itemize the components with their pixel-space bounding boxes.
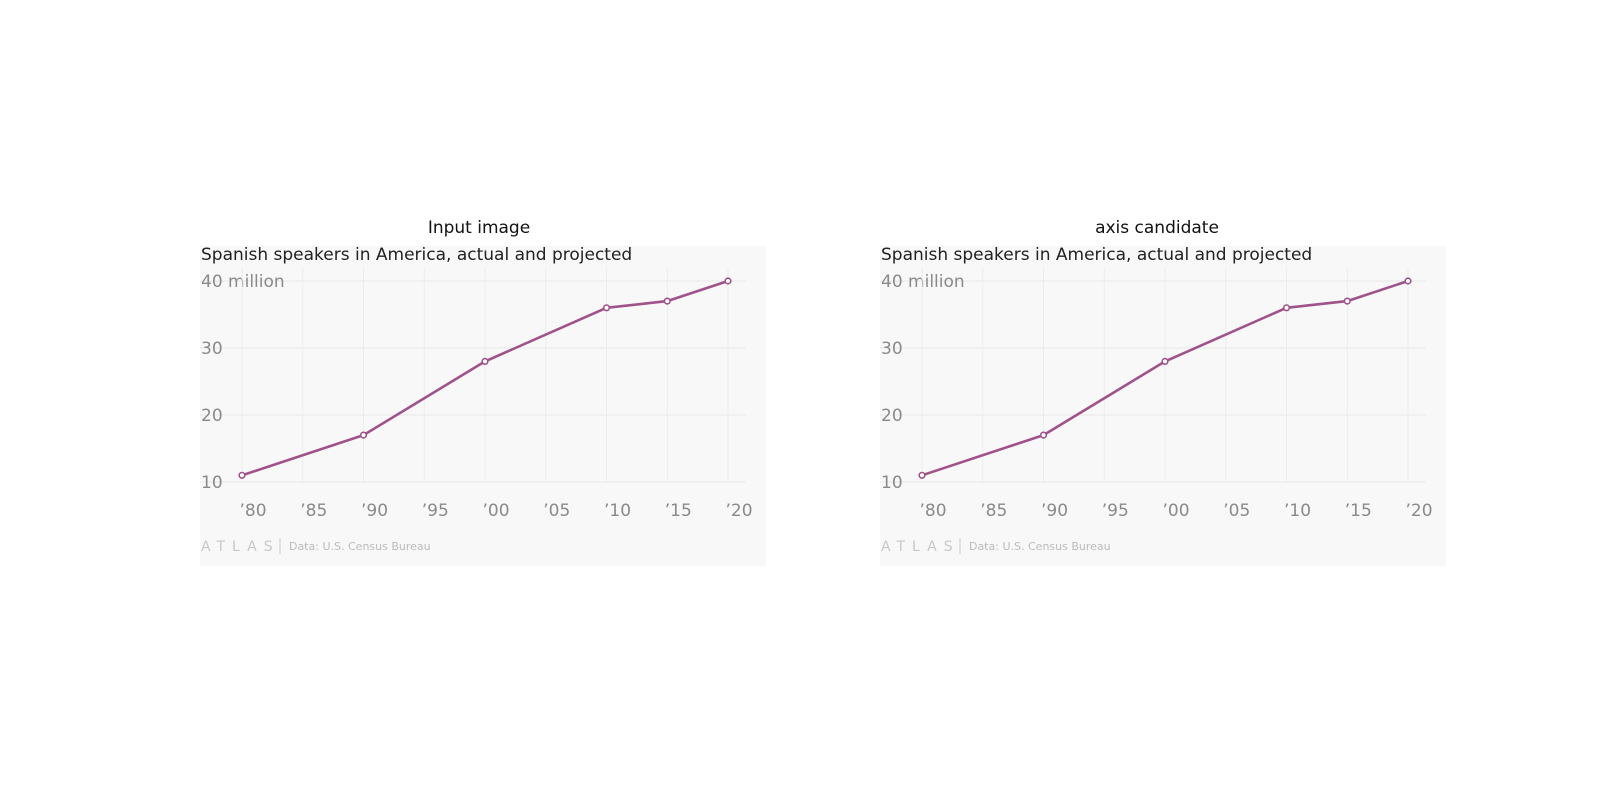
data-point bbox=[1404, 277, 1412, 285]
x-tick-label: ’00 bbox=[1162, 501, 1189, 521]
y-tick-label: 40 million bbox=[201, 272, 285, 292]
x-tick-label: ’90 bbox=[1041, 501, 1068, 521]
x-tick-label: ’80 bbox=[239, 501, 266, 521]
source-note: Data: U.S. Census Bureau bbox=[969, 540, 1111, 553]
x-tick-label: ’80 bbox=[919, 501, 946, 521]
data-point bbox=[602, 304, 611, 312]
data-point bbox=[1161, 357, 1169, 365]
x-tick-label: ’05 bbox=[1223, 501, 1250, 521]
source-note: Data: U.S. Census Bureau bbox=[289, 540, 431, 553]
atlas-logo: ATLAS bbox=[881, 539, 960, 555]
x-tick-label: ’00 bbox=[482, 501, 509, 521]
y-tick-label: 40 million bbox=[881, 272, 965, 292]
chart-card-axis-candidate: Spanish speakers in America, actual and … bbox=[880, 246, 1446, 566]
data-point bbox=[1039, 431, 1048, 439]
panel-title-input: Input image bbox=[427, 218, 531, 238]
y-tick-label: 10 bbox=[881, 473, 903, 493]
data-point bbox=[724, 277, 732, 285]
series-line bbox=[920, 279, 1410, 477]
data-point bbox=[359, 431, 368, 439]
line-chart-axis-candidate: Spanish speakers in America, actual and … bbox=[880, 246, 1433, 555]
atlas-logo: ATLAS bbox=[201, 539, 280, 555]
data-point bbox=[481, 357, 489, 365]
y-tick-label: 30 bbox=[881, 339, 903, 359]
x-tick-label: ’95 bbox=[422, 501, 449, 521]
data-point bbox=[1343, 297, 1351, 305]
chart-card-input: Spanish speakers in America, actual and … bbox=[200, 246, 766, 566]
y-tick-label: 20 bbox=[881, 406, 903, 426]
y-tick-label: 20 bbox=[201, 406, 223, 426]
x-tick-label: ’10 bbox=[1284, 501, 1311, 521]
x-tick-label: ’05 bbox=[543, 501, 570, 521]
x-tick-label: ’15 bbox=[1345, 501, 1372, 521]
x-tick-label: ’85 bbox=[300, 501, 327, 521]
x-tick-label: ’20 bbox=[725, 501, 752, 521]
line-chart-input: Spanish speakers in America, actual and … bbox=[200, 246, 753, 555]
chart-title: Spanish speakers in America, actual and … bbox=[881, 246, 1312, 265]
y-tick-label: 10 bbox=[201, 473, 223, 493]
data-point bbox=[663, 297, 671, 305]
series-line bbox=[240, 279, 730, 477]
data-point bbox=[918, 471, 926, 479]
x-tick-label: ’85 bbox=[980, 501, 1007, 521]
x-tick-label: ’20 bbox=[1405, 501, 1432, 521]
y-tick-label: 30 bbox=[201, 339, 223, 359]
panel-title-axis-candidate: axis candidate bbox=[1095, 218, 1219, 238]
chart-title: Spanish speakers in America, actual and … bbox=[201, 246, 632, 265]
data-point bbox=[1282, 304, 1291, 312]
data-point bbox=[238, 471, 246, 479]
x-tick-label: ’90 bbox=[361, 501, 388, 521]
x-tick-label: ’95 bbox=[1102, 501, 1129, 521]
x-tick-label: ’15 bbox=[665, 501, 692, 521]
x-tick-label: ’10 bbox=[604, 501, 631, 521]
